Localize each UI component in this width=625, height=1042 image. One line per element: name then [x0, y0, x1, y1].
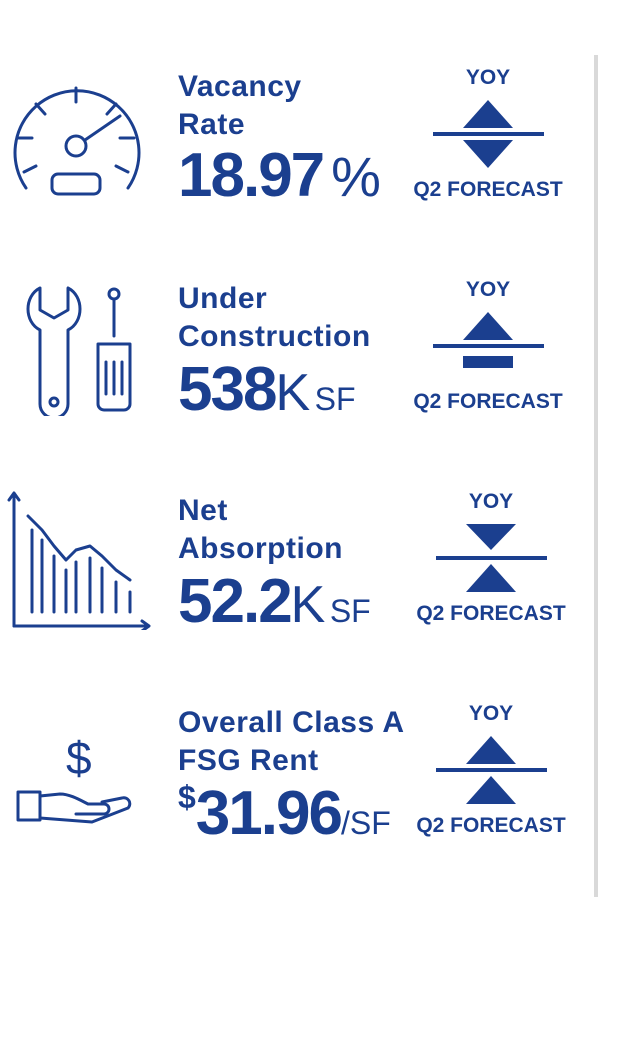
- forecast-label: Q2 FORECAST: [416, 814, 566, 837]
- yoy-down-arrow-icon: [465, 524, 516, 550]
- trend-indicator: YOY Q2 FORECAST: [413, 278, 563, 414]
- baseline-divider: [432, 344, 544, 348]
- forecast-label: Q2 FORECAST: [416, 602, 566, 625]
- yoy-label: YOY: [465, 278, 511, 301]
- yoy-label: YOY: [468, 702, 514, 725]
- baseline-divider: [435, 556, 547, 560]
- metric-label: Under Construction: [178, 282, 371, 353]
- metric-label: Net Absorption: [178, 494, 343, 565]
- wrench-screwdriver-icon: [6, 286, 146, 416]
- baseline-divider: [435, 768, 547, 772]
- forecast-label: Q2 FORECAST: [413, 178, 563, 201]
- metric-value: 538K SF: [178, 355, 356, 424]
- metric-label: Overall Class A FSG Rent: [178, 706, 405, 777]
- yoy-up-arrow-icon: [465, 736, 516, 764]
- metric-value: $31.96/SF: [178, 779, 391, 848]
- trend-indicator: YOY Q2 FORECAST: [416, 490, 566, 626]
- yoy-up-arrow-icon: [462, 312, 513, 340]
- forecast-up-arrow-icon: [465, 776, 516, 804]
- yoy-label: YOY: [465, 66, 511, 89]
- metric-label: Vacancy Rate: [178, 70, 302, 141]
- dollar-sign-icon: $: [66, 732, 92, 784]
- metric-value: 18.97%: [178, 141, 381, 210]
- vertical-divider: [594, 55, 598, 897]
- yoy-up-arrow-icon: [462, 100, 513, 128]
- metric-value: 52.2K SF: [178, 567, 371, 636]
- baseline-divider: [432, 132, 544, 136]
- metric-net-absorption: Net Absorption 52.2K SF YOY Q2 FORECAST: [0, 490, 590, 692]
- forecast-label: Q2 FORECAST: [413, 390, 563, 413]
- declining-bar-chart-icon: [6, 490, 156, 630]
- metric-vacancy-rate: Vacancy Rate 18.97% YOY Q2 FORECAST: [0, 66, 590, 268]
- yoy-label: YOY: [468, 490, 514, 513]
- forecast-flat-bar-icon: [462, 356, 513, 368]
- trend-indicator: YOY Q2 FORECAST: [413, 66, 563, 202]
- metric-under-construction: Under Construction 538K SF YOY Q2 FORECA…: [0, 278, 590, 480]
- hand-dollar-icon: $: [14, 724, 139, 834]
- metric-class-a-rent: $ Overall Class A FSG Rent $31.96/SF YOY…: [0, 702, 590, 904]
- forecast-up-arrow-icon: [465, 564, 516, 592]
- speedometer-icon: [6, 76, 146, 201]
- forecast-down-arrow-icon: [462, 140, 513, 168]
- trend-indicator: YOY Q2 FORECAST: [416, 702, 566, 838]
